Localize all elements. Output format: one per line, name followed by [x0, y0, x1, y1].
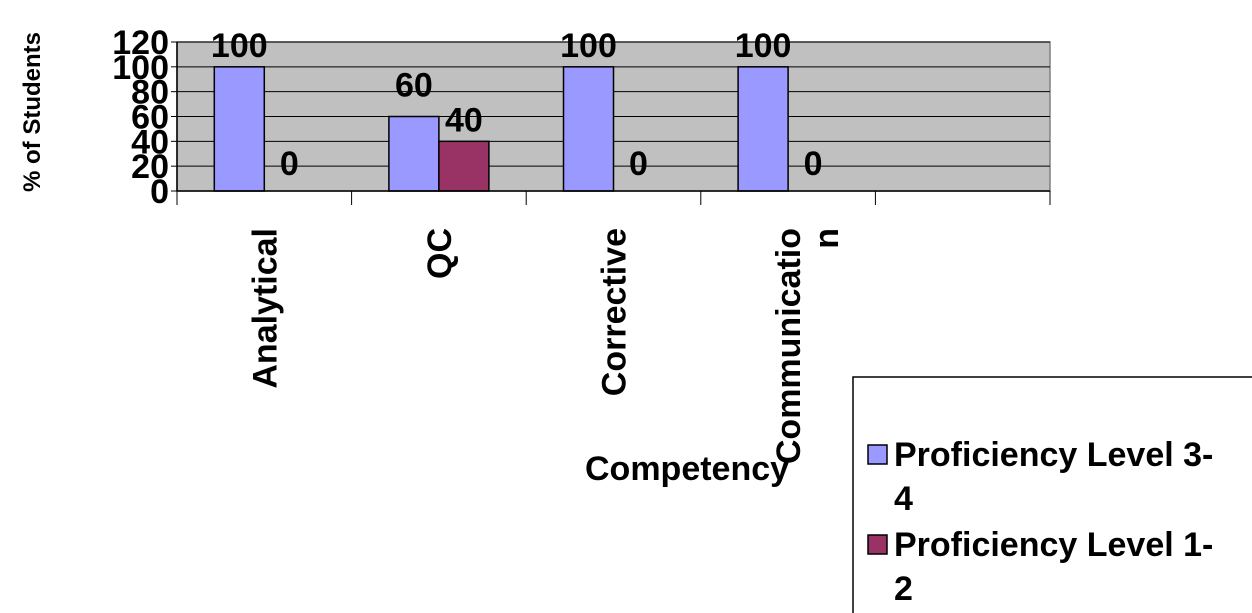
x-axis-title: Competency [585, 450, 789, 488]
y-tick-label: 120 [112, 24, 169, 62]
legend-label-series-1: Proficiency Level 3-4 [894, 436, 1213, 518]
legend-swatch-series-2 [867, 534, 888, 555]
legend-swatch-series-1 [867, 444, 888, 465]
category-label: Analytical [246, 228, 284, 389]
category-label: Communication [770, 228, 846, 464]
category-label: QC [421, 228, 459, 279]
bar-marks [213, 66, 789, 192]
legend-label-series-2: Proficiency Level 1-2 [894, 526, 1213, 608]
y-tick-label: 0 [150, 173, 169, 211]
bar [562, 66, 615, 192]
data-label: 100 [211, 27, 268, 65]
y-tick-label: 20 [131, 148, 169, 186]
data-label: 40 [445, 101, 483, 139]
legend: Proficiency Level 3-4 Proficiency Level … [852, 376, 1252, 613]
data-label: 100 [735, 27, 792, 65]
bar [388, 115, 440, 192]
data-label: 100 [560, 27, 617, 65]
bar [438, 140, 490, 192]
data-label: 0 [629, 145, 648, 183]
legend-frame [852, 376, 1252, 613]
data-labels: 100 60 100 100 0 40 0 0 [211, 27, 823, 183]
bar [213, 66, 266, 192]
bar [737, 66, 789, 192]
data-label: 60 [395, 67, 433, 105]
y-tick-label: 60 [131, 99, 169, 137]
category-label: Corrective [596, 228, 634, 396]
y-tick-label: 100 [112, 49, 169, 87]
y-axis-title: % of Students [19, 32, 46, 192]
data-label: 0 [804, 145, 823, 183]
y-tick-label: 80 [131, 74, 169, 112]
y-tick-label: 40 [131, 123, 169, 161]
data-label: 0 [280, 145, 299, 183]
